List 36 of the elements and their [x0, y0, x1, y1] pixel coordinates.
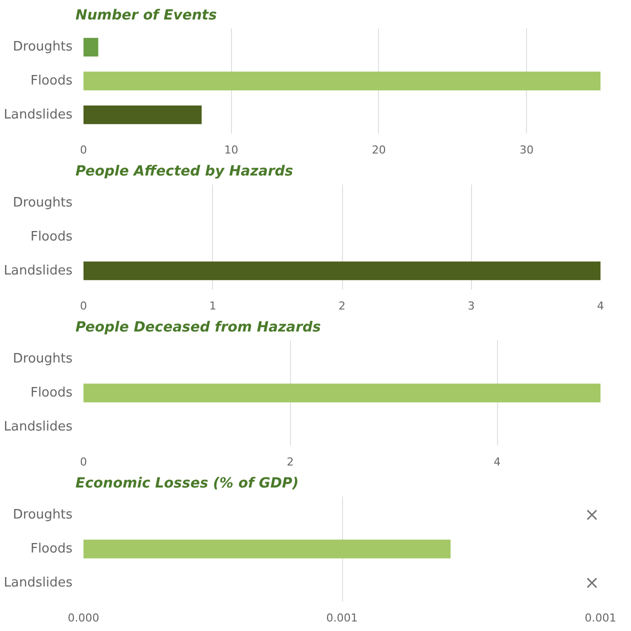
x-tick-label: 0 — [80, 300, 87, 312]
y-tick-label: Droughts — [12, 196, 73, 211]
x-tick-label: 3 — [468, 300, 475, 312]
bar — [84, 72, 600, 90]
y-tick-label: Landslides — [4, 263, 73, 278]
y-tick-label: Landslides — [4, 419, 73, 434]
annotation: × — [584, 572, 600, 594]
x-tick-label: 10 — [224, 144, 238, 156]
y-tick-label: Droughts — [12, 352, 73, 367]
x-tick-label: 0.001 — [326, 612, 358, 624]
y-tick-label: Floods — [30, 386, 73, 400]
x-tick-label: 2 — [286, 456, 294, 468]
x-tick-label: 2 — [338, 300, 346, 312]
y-tick-label: Landslides — [4, 575, 73, 590]
y-tick-label: Landslides — [4, 107, 73, 122]
y-tick-label: Droughts — [12, 40, 73, 55]
annotation: × — [584, 504, 600, 526]
bar — [84, 106, 202, 124]
chart-title: People Deceased from Hazards — [76, 320, 321, 336]
x-tick-label: 0.000 — [68, 612, 100, 624]
x-tick-label: 0 — [80, 456, 87, 468]
x-tick-label: 30 — [520, 144, 534, 156]
y-tick-label: Droughts — [12, 508, 73, 523]
x-tick-label: 1 — [209, 300, 216, 312]
y-tick-label: Floods — [30, 74, 73, 88]
x-tick-label: 20 — [372, 144, 386, 156]
y-tick-label: Floods — [30, 542, 73, 556]
chart-title: People Affected by Hazards — [76, 164, 294, 180]
x-tick-label: 4 — [494, 456, 501, 468]
x-tick-label: 0.001 — [584, 612, 616, 624]
bar — [84, 38, 98, 56]
x-tick-label: 4 — [597, 300, 604, 312]
chart-title: Number of Events — [76, 8, 217, 24]
y-tick-label: Floods — [30, 230, 73, 244]
x-tick-label: 0 — [80, 144, 87, 156]
chart-title: Economic Losses (% of GDP) — [76, 476, 299, 492]
